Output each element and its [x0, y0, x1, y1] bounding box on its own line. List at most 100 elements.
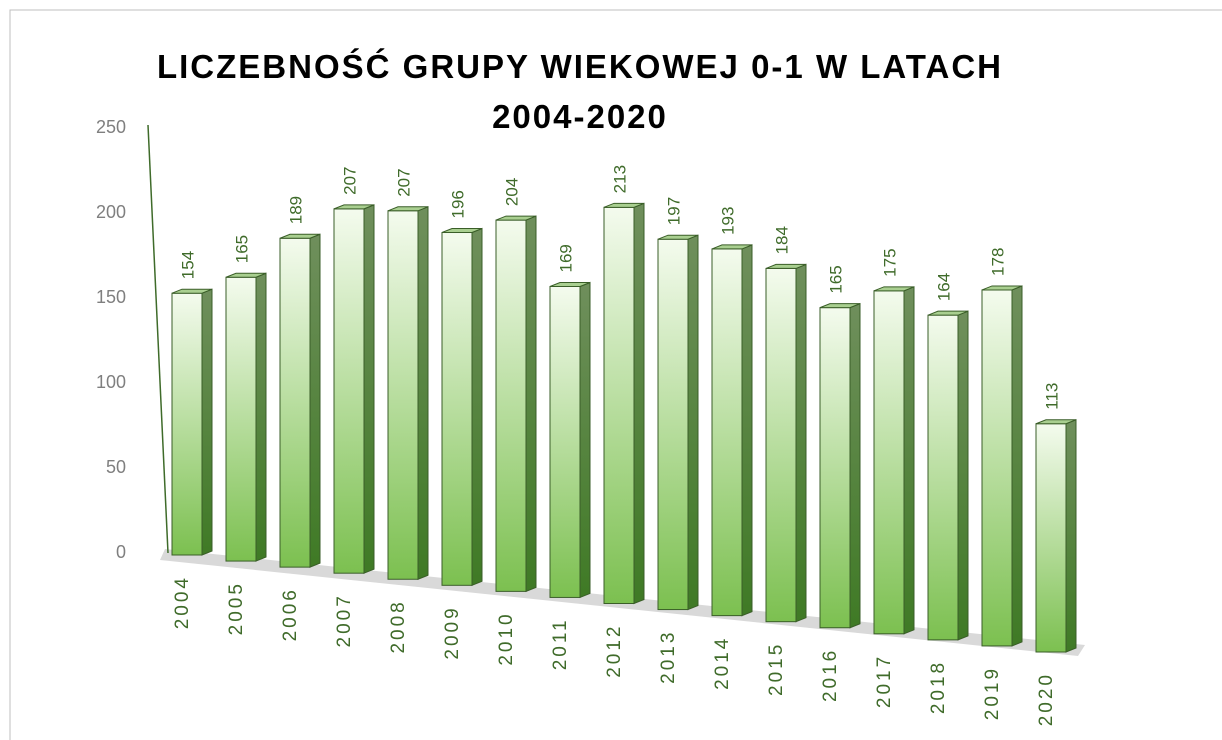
x-tick-label: 2010	[496, 611, 517, 665]
bar	[171, 288, 213, 556]
bar-front	[873, 290, 905, 635]
x-tick-label: 2005	[226, 581, 247, 635]
x-tick-label: 2016	[820, 648, 841, 702]
bar-side	[579, 281, 591, 599]
bar	[981, 285, 1023, 647]
value-label: 204	[502, 178, 521, 206]
bar-side	[687, 234, 699, 611]
bar-front	[819, 307, 851, 629]
bar-front	[657, 238, 689, 611]
bar-front	[981, 289, 1013, 647]
bar-front	[171, 292, 203, 556]
x-tick-label: 2004	[172, 575, 193, 629]
value-label: 189	[286, 196, 305, 224]
bar-side	[417, 206, 429, 580]
x-tick-label: 2013	[658, 630, 679, 684]
frame	[9, 9, 1222, 740]
bar-front	[549, 285, 581, 598]
bar-front	[441, 232, 473, 586]
bar-side	[363, 204, 375, 574]
x-tick-label: 2019	[982, 666, 1003, 720]
bar-front	[1035, 423, 1067, 653]
bar	[657, 234, 699, 611]
y-tick-label: 50	[106, 457, 126, 477]
x-tick-label: 2012	[604, 624, 625, 678]
y-tick-label: 0	[116, 542, 126, 562]
bar-top	[387, 206, 429, 212]
bar-front	[765, 267, 797, 623]
bar-top	[333, 204, 375, 210]
bar-side	[1011, 285, 1023, 647]
bar	[711, 244, 753, 617]
chart-title: LICZEBNOŚĆ GRUPY WIEKOWEJ 0-1 W LATACH 2…	[156, 48, 1004, 135]
bar-top	[873, 286, 915, 292]
bar-front	[711, 248, 743, 617]
bar	[387, 206, 429, 580]
value-label: 165	[826, 265, 845, 293]
x-tick-label: 2007	[334, 593, 355, 647]
bar-top	[657, 234, 699, 240]
bar-side	[957, 310, 969, 641]
value-label: 165	[232, 235, 251, 263]
y-tick-label: 250	[96, 117, 126, 137]
bar-top	[279, 233, 321, 239]
bar	[441, 227, 483, 587]
x-tick-label: 2018	[928, 660, 949, 714]
bar-front	[333, 208, 365, 574]
bar-side	[471, 227, 483, 587]
bar-top	[927, 310, 969, 316]
bar-side	[309, 233, 321, 568]
value-label: 175	[880, 248, 899, 276]
value-label: 207	[340, 166, 359, 194]
bar-front	[927, 314, 959, 641]
bar	[495, 215, 537, 593]
bar	[603, 202, 645, 605]
bar-top	[225, 272, 267, 278]
value-label: 154	[178, 251, 197, 279]
bar-top	[603, 202, 645, 208]
bar	[279, 233, 321, 568]
bar-side	[795, 263, 807, 623]
bar-top	[1035, 419, 1077, 425]
x-tick-label: 2006	[280, 587, 301, 641]
y-axis	[147, 124, 169, 554]
bar-top	[981, 285, 1023, 291]
value-label: 164	[934, 273, 953, 301]
bar	[927, 310, 969, 641]
bar-side	[1065, 419, 1077, 653]
x-tick-label: 2009	[442, 605, 463, 659]
bar-top	[819, 303, 861, 309]
bar	[819, 302, 861, 629]
value-label: 193	[718, 207, 737, 235]
value-label: 178	[988, 248, 1007, 276]
y-tick-label: 150	[96, 287, 126, 307]
x-tick-label: 2015	[766, 642, 787, 696]
bar-side	[849, 302, 861, 629]
x-tick-label: 2008	[388, 599, 409, 653]
bar-front	[603, 206, 635, 604]
bar-side	[741, 244, 753, 617]
bar	[549, 281, 591, 599]
bar-side	[201, 288, 213, 556]
value-label: 113	[1042, 383, 1061, 410]
x-tick-label: 2020	[1036, 672, 1057, 726]
bar-front	[279, 237, 311, 568]
x-tick-label: 2011	[550, 617, 571, 670]
bar-side	[903, 286, 915, 635]
bar	[225, 272, 267, 562]
y-tick-label: 200	[96, 202, 126, 222]
bar	[765, 263, 807, 623]
bar-top	[711, 244, 753, 250]
bar-front	[387, 210, 419, 580]
value-label: 169	[556, 244, 575, 272]
bar-side	[633, 202, 645, 605]
value-label: 197	[664, 197, 683, 225]
value-label: 196	[448, 190, 467, 218]
bar-top	[495, 215, 537, 221]
bar-top	[441, 228, 483, 234]
value-label: 184	[772, 226, 791, 254]
bar-top	[765, 263, 807, 269]
y-tick-label: 100	[96, 372, 126, 392]
